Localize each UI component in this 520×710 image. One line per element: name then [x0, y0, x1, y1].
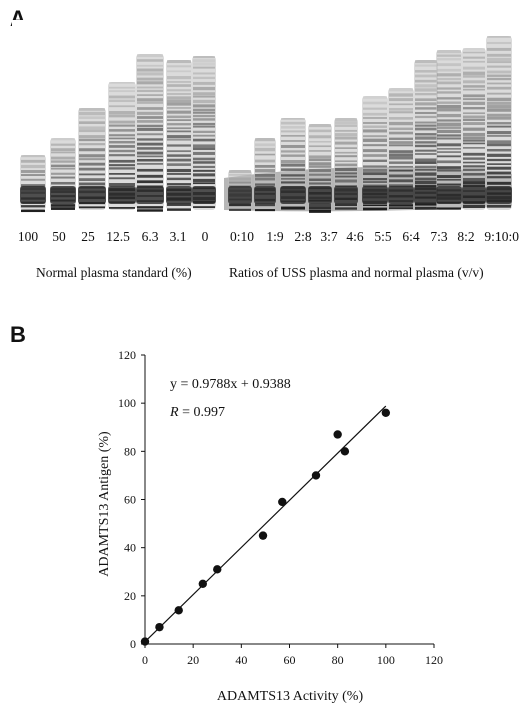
- gel-lane: [228, 170, 252, 211]
- r-value: = 0.997: [179, 405, 225, 420]
- gel-lane: [462, 48, 486, 210]
- data-point: [198, 579, 207, 588]
- lane-label: 6.3: [141, 229, 159, 244]
- gel-lane: [334, 118, 358, 210]
- data-point: [140, 637, 150, 646]
- lane-label: 50: [52, 229, 66, 244]
- data-point: [340, 447, 350, 456]
- chart-ticks: 0 20 40 60 80 100 120 0 20 40 60 80 100 120: [118, 348, 443, 667]
- y-tick-label: 80: [124, 444, 136, 458]
- data-point: [333, 430, 342, 439]
- gel-lane: [136, 54, 164, 212]
- gel-lane: [254, 138, 276, 212]
- data-point: [381, 408, 391, 417]
- lane-label: 1:9: [266, 229, 284, 244]
- correlation-label: R = 0.997: [169, 405, 225, 420]
- data-point: [213, 565, 222, 574]
- lane-label: 10:0: [494, 229, 520, 244]
- lane-label: 100: [17, 229, 39, 244]
- r-symbol: R: [169, 405, 179, 420]
- lane-label: 12.5: [106, 229, 130, 244]
- gel-lane: [436, 50, 462, 210]
- gel-lane: [78, 108, 106, 210]
- regression-line: [144, 405, 387, 643]
- gel-lane: [362, 96, 388, 211]
- y-tick-label: 40: [124, 541, 136, 555]
- fit-line-group: [144, 405, 387, 643]
- x-tick-label: 60: [284, 653, 296, 667]
- y-tick-label: 60: [124, 493, 136, 507]
- x-tick-label: 80: [332, 653, 344, 667]
- data-point: [311, 471, 321, 480]
- y-axis-label: ADAMTS13 Antigen (%): [97, 431, 112, 577]
- gel-lane: [166, 60, 192, 211]
- gel-lane: [414, 60, 438, 210]
- gel-lane: [308, 124, 332, 213]
- gel-lane: [280, 118, 306, 210]
- x-tick-label: 120: [425, 653, 443, 667]
- gel-image-uss-ratios: [222, 20, 514, 220]
- data-points: [140, 408, 391, 646]
- gel-lane: [50, 138, 76, 210]
- y-tick-label: 120: [118, 348, 136, 362]
- data-point: [278, 497, 287, 507]
- right-gel-caption: Ratios of USS plasma and normal plasma (…: [229, 265, 484, 280]
- x-tick-label: 20: [187, 653, 199, 667]
- gel-lane: [108, 82, 136, 210]
- gel-image-normal-plasma: [12, 20, 218, 220]
- gel-lane: [388, 88, 414, 210]
- lane-label: 8:2: [457, 229, 475, 244]
- gel-lane: [486, 36, 512, 210]
- x-tick-label: 40: [235, 653, 247, 667]
- y-tick-label: 20: [124, 589, 136, 603]
- left-gel-caption: Normal plasma standard (%): [36, 265, 192, 280]
- lane-label: 3.1: [169, 229, 187, 244]
- panel-b-letter: B: [10, 322, 26, 347]
- lane-label: 0: [201, 229, 209, 244]
- gel-lane: [20, 155, 46, 213]
- lane-label: 7:3: [430, 229, 448, 244]
- data-point: [155, 622, 164, 632]
- y-tick-label: 100: [118, 396, 136, 410]
- data-point: [174, 606, 183, 615]
- scatter-chart: 0 20 40 60 80 100 120 0 20 40 60 80 100 120 y = 0.978…: [97, 348, 443, 704]
- lane-label: 25: [81, 229, 95, 244]
- lane-label: 6:4: [402, 229, 420, 244]
- lane-label: 3:7: [320, 229, 338, 244]
- lane-label: 2:8: [294, 229, 312, 244]
- x-axis-label: ADAMTS13 Activity (%): [217, 689, 364, 704]
- lane-label: 0:10: [229, 229, 255, 244]
- data-point: [258, 531, 268, 540]
- lane-label: 5:5: [374, 229, 392, 244]
- lane-label: 9:1: [484, 229, 502, 244]
- x-tick-label: 0: [142, 653, 148, 667]
- lane-label: 4:6: [346, 229, 364, 244]
- x-tick-label: 100: [377, 653, 395, 667]
- y-tick-label: 0: [130, 637, 136, 651]
- gel-lane: [192, 56, 216, 210]
- regression-equation: y = 0.9788x + 0.9388: [170, 377, 291, 392]
